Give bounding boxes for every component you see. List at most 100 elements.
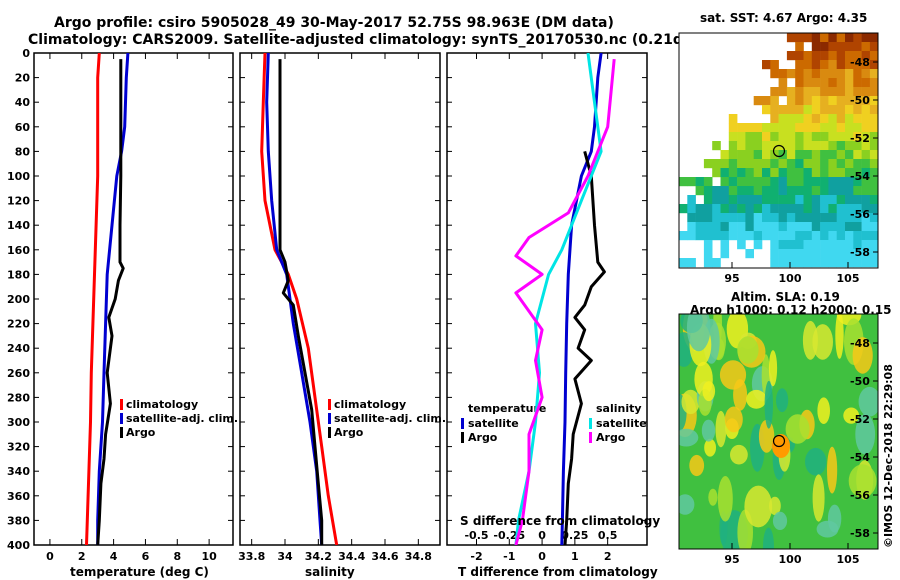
sst-map-cell <box>828 258 837 268</box>
sla-map-blob <box>817 397 830 425</box>
sst-map-cell <box>745 204 754 214</box>
sst-map-cell <box>786 168 796 178</box>
sst-map-cell <box>836 78 846 88</box>
sst-map-cell <box>786 132 796 142</box>
sst-map-cell <box>745 123 754 133</box>
sst-map-cell <box>820 249 829 259</box>
sla-map-blob <box>785 414 810 444</box>
sst-map-cell <box>795 114 804 124</box>
sst-map-cell <box>745 177 754 187</box>
sst-map-cell <box>853 51 862 61</box>
depth-tick-label: 220 <box>7 318 30 331</box>
sst-map-cell <box>778 168 788 178</box>
sla-map-blob <box>764 380 773 429</box>
sst-map-cell <box>820 258 829 268</box>
sst-map-cell <box>811 141 821 151</box>
sst-map-cell <box>703 222 713 232</box>
sst-map-cell <box>795 132 804 142</box>
sst-map-cell <box>828 33 837 43</box>
sst-map-cell <box>786 87 796 97</box>
sst-map-cell <box>778 231 788 241</box>
sst-map-cell <box>753 213 763 223</box>
depth-tick-label: 120 <box>7 195 30 208</box>
sst-map-cell <box>853 105 862 115</box>
sst-map-cell <box>762 177 771 187</box>
sla-map-blob <box>746 389 767 409</box>
sst-map-cell <box>803 69 813 79</box>
sst-map-cell <box>786 213 796 223</box>
sst-map-cell <box>836 33 846 43</box>
sst-map-cell <box>728 186 738 196</box>
map-y-tick-label: -48 <box>850 337 870 350</box>
sst-map-cell <box>728 159 738 169</box>
sst-map-cell <box>695 213 705 223</box>
depth-tick-label: 180 <box>7 268 30 281</box>
legend-right-title: salinity <box>596 402 642 415</box>
sst-map-cell <box>762 150 771 160</box>
sst-map-cell <box>853 33 862 43</box>
sst-map-cell <box>811 150 821 160</box>
sst-map-cell <box>836 258 846 268</box>
sst-map-frame <box>678 32 879 269</box>
sst-map-cell <box>828 168 837 178</box>
sst-map-cell <box>720 159 730 169</box>
sst-map-cell <box>845 60 854 70</box>
sst-map-cell <box>861 141 871 151</box>
sst-map-cell <box>861 60 871 70</box>
sst-map-cell <box>845 132 854 142</box>
sst-map-cell <box>861 114 871 124</box>
sst-map-cell <box>861 159 871 169</box>
sst-map-cell <box>795 168 804 178</box>
sst-map-cell <box>845 141 854 151</box>
sst-map-cell <box>795 105 804 115</box>
sla-map-blob <box>772 511 788 530</box>
sst-map-cell <box>720 231 730 241</box>
sst-map-cell <box>728 150 738 160</box>
sst-map-cell <box>703 258 713 268</box>
x-tick-label: 2 <box>604 550 612 563</box>
sst-map-cell <box>853 42 862 52</box>
sst-map-cell <box>712 195 721 205</box>
sst-map-cell <box>778 177 788 187</box>
sst-map-cell <box>778 141 788 151</box>
sst-map-cell <box>720 204 730 214</box>
sst-map-cell <box>770 249 779 259</box>
map-y-tick-label: -58 <box>850 246 870 259</box>
depth-tick-label: 100 <box>7 170 30 183</box>
sla-map-blob <box>855 414 876 455</box>
sla-argo-location-marker <box>772 434 786 448</box>
secondary-x-tick-label: 0 <box>538 529 546 542</box>
sst-map-cell <box>869 249 878 259</box>
sst-map-cell <box>853 96 862 106</box>
sst-map-cell <box>753 141 763 151</box>
sst-map-cell <box>720 177 730 187</box>
sst-map-cell <box>869 132 878 142</box>
sst-map-cell <box>820 186 829 196</box>
x-tick-label: 2 <box>78 550 86 563</box>
sst-map-cell <box>745 222 754 232</box>
sst-map-cell <box>845 150 854 160</box>
sst-map-cell <box>762 186 771 196</box>
sst-map-cell <box>803 168 813 178</box>
sst-map-cell <box>737 222 746 232</box>
sst-map-cell <box>861 222 871 232</box>
depth-tick-label: 280 <box>7 391 30 404</box>
sla-map-blob <box>835 314 844 359</box>
sst-map-cell <box>820 231 829 241</box>
depth-tick-label: 360 <box>7 490 30 503</box>
sst-map-cell <box>745 168 754 178</box>
sst-map-cell <box>687 177 696 187</box>
sst-map-cell <box>762 231 771 241</box>
sst-map-cell <box>828 42 837 52</box>
sst-map-cell <box>828 177 837 187</box>
map-x-tick-label: 105 <box>837 272 860 285</box>
sst-map-cell <box>770 240 779 250</box>
sla-map-blob <box>812 474 825 522</box>
sst-map-cell <box>720 186 730 196</box>
sst-map-cell <box>811 78 821 88</box>
sst-map-cell <box>845 33 854 43</box>
sst-map-cell <box>786 195 796 205</box>
sst-map-cell <box>720 150 730 160</box>
sst-map-cell <box>803 240 813 250</box>
